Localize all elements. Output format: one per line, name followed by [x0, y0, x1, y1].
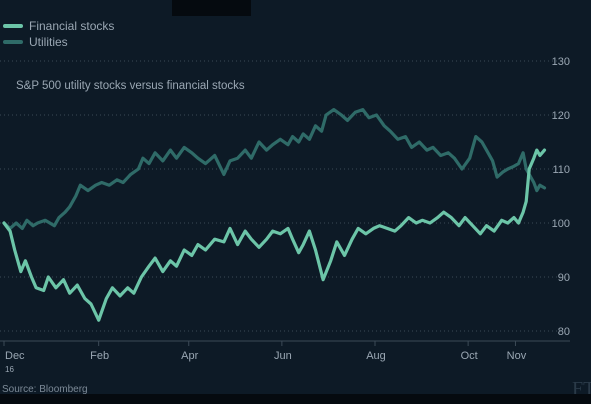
x-tick-label-oct: Oct: [461, 350, 478, 362]
y-tick-label-90: 90: [558, 272, 570, 284]
bottom-black-bar: [0, 394, 591, 404]
legend: Financial stocks Utilities: [3, 18, 114, 50]
x-tick-label-aug: Aug: [366, 350, 386, 362]
legend-label-utilities: Utilities: [29, 35, 68, 49]
y-tick-label-110: 110: [552, 164, 570, 176]
y-tick-label-120: 120: [552, 110, 570, 122]
x-tick-label-nov: Nov: [507, 350, 527, 362]
legend-item-financial: Financial stocks: [3, 18, 114, 34]
legend-label-financial: Financial stocks: [29, 19, 115, 33]
x-axis-ticks: Dec 16 Feb Apr Jun Aug Oct Nov: [3, 341, 527, 374]
legend-swatch-financial: [3, 24, 23, 28]
x-tick-label-feb: Feb: [90, 350, 109, 362]
y-axis-ticks: 80 90 100 110 120 130: [552, 56, 570, 338]
series-line-financial: [2, 148, 547, 322]
gridlines: [0, 60, 570, 342]
y-tick-label-100: 100: [552, 218, 570, 230]
x-tick-label-jun: Jun: [274, 350, 292, 362]
series-lines: [2, 108, 547, 322]
top-black-bar: [172, 0, 251, 16]
x-tick-label-dec: Dec: [5, 350, 25, 362]
x-tick-sublabel-dec: 16: [5, 365, 14, 374]
x-tick-label-apr: Apr: [181, 350, 198, 362]
legend-item-utilities: Utilities: [3, 34, 114, 50]
legend-swatch-utilities: [3, 40, 23, 44]
chart-title: S&P 500 utility stocks versus financial …: [16, 80, 245, 92]
y-tick-label-80: 80: [558, 326, 570, 338]
source-note: Source: Bloomberg: [2, 384, 88, 395]
series-line-utilities: [2, 108, 547, 230]
y-tick-label-130: 130: [552, 56, 570, 68]
